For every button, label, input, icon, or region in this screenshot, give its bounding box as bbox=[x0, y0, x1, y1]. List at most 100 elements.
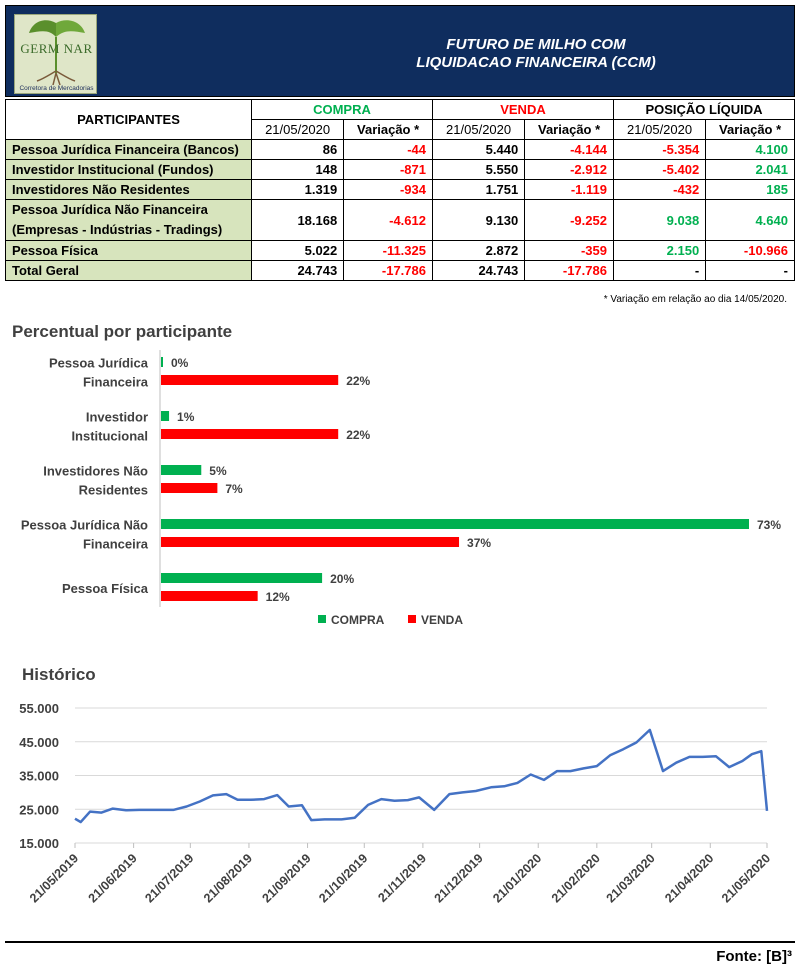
participants-header: PARTICIPANTES bbox=[5, 99, 252, 140]
x-tick-label: 21/08/2019 bbox=[201, 851, 255, 905]
compra-variation: -4.612 bbox=[343, 199, 433, 241]
row-label: Pessoa Jurídica Financeira (Bancos) bbox=[5, 139, 252, 160]
venda-variation: -17.786 bbox=[524, 260, 614, 281]
posicao-variation: - bbox=[705, 260, 795, 281]
x-tick-label: 21/11/2019 bbox=[375, 851, 429, 905]
source-label: Fonte: [B]³ bbox=[716, 948, 792, 965]
title-line-2: LIQUIDACAO FINANCEIRA (CCM) bbox=[416, 54, 656, 71]
table-row: Pessoa Jurídica Financeira (Bancos) 86 -… bbox=[5, 139, 795, 160]
posicao-value: 2.150 bbox=[612, 240, 707, 261]
category-label: Pessoa Física bbox=[62, 581, 149, 596]
compra-value: 24.743 bbox=[250, 260, 345, 281]
posicao-value: - bbox=[612, 260, 707, 281]
table-row: Investidores Não Residentes 1.319 -934 1… bbox=[5, 179, 795, 200]
line-chart-title: Histórico bbox=[22, 665, 96, 684]
bar-venda bbox=[161, 375, 339, 385]
x-tick-label: 21/12/2019 bbox=[432, 851, 486, 905]
bar-data-label: 1% bbox=[177, 410, 195, 424]
compra-value: 1.319 bbox=[250, 179, 345, 200]
legend-swatch-compra bbox=[318, 615, 326, 623]
bar-venda bbox=[161, 429, 339, 439]
compra-value: 86 bbox=[250, 139, 345, 160]
header-banner: GERM NAR Corretora de Mercadorias FUTURO… bbox=[5, 5, 795, 97]
bar-venda bbox=[161, 483, 218, 493]
table-group-header-row: PARTICIPANTES COMPRA VENDA POSIÇÃO LÍQUI… bbox=[5, 99, 796, 140]
bar-compra bbox=[161, 573, 323, 583]
venda-variation: -359 bbox=[524, 240, 614, 261]
y-tick-label: 45.000 bbox=[19, 735, 59, 750]
bottom-divider bbox=[5, 941, 795, 943]
bar-data-label: 0% bbox=[171, 356, 189, 370]
row-label-line-1: Pessoa Jurídica Não Financeira bbox=[12, 202, 208, 217]
category-label: Pessoa Jurídica bbox=[49, 356, 149, 371]
table-total-row: Total Geral 24.743 -17.786 24.743 -17.78… bbox=[5, 260, 795, 281]
title-line-1: FUTURO DE MILHO COM bbox=[446, 36, 626, 53]
compra-variation: -934 bbox=[343, 179, 433, 200]
y-tick-label: 35.000 bbox=[19, 769, 59, 784]
summary-table: PARTICIPANTES COMPRA VENDA POSIÇÃO LÍQUI… bbox=[5, 99, 796, 281]
posicao-variation: 2.041 bbox=[705, 159, 795, 180]
line-chart: 55.000 45.000 35.000 25.000 15.00021/05/2019… bbox=[19, 701, 773, 905]
page-title: FUTURO DE MILHO COM LIQUIDACAO FINANCEIR… bbox=[296, 36, 776, 72]
posicao-value: -5.402 bbox=[612, 159, 707, 180]
compra-date-header: 21/05/2020 bbox=[250, 119, 345, 140]
row-label: Investidor Institucional (Fundos) bbox=[5, 159, 252, 180]
bar-data-label: 5% bbox=[209, 464, 227, 478]
venda-variation-header: Variação * bbox=[524, 119, 614, 140]
row-label: Pessoa Física bbox=[5, 240, 252, 261]
compra-variation: -871 bbox=[343, 159, 433, 180]
compra-variation: -17.786 bbox=[343, 260, 433, 281]
bar-data-label: 73% bbox=[757, 518, 781, 532]
bar-data-label: 22% bbox=[346, 374, 370, 388]
category-label: Financeira bbox=[83, 375, 149, 390]
bar-compra bbox=[161, 357, 163, 367]
venda-variation: -4.144 bbox=[524, 139, 614, 160]
venda-header: VENDA bbox=[431, 99, 614, 120]
compra-header: COMPRA bbox=[251, 99, 433, 120]
x-tick-label: 21/05/2020 bbox=[719, 851, 773, 905]
bar-venda bbox=[161, 591, 258, 601]
y-tick-label: 55.000 bbox=[19, 701, 59, 716]
compra-variation: -44 bbox=[343, 139, 433, 160]
posicao-variation: -10.966 bbox=[705, 240, 795, 261]
posicao-value: -5.354 bbox=[612, 139, 707, 160]
venda-variation: -1.119 bbox=[524, 179, 614, 200]
x-tick-label: 21/04/2020 bbox=[662, 851, 716, 905]
x-tick-label: 21/02/2020 bbox=[549, 851, 603, 905]
venda-value: 9.130 bbox=[431, 199, 526, 241]
price-history-line bbox=[74, 728, 769, 824]
x-tick-label: 21/03/2020 bbox=[604, 851, 658, 905]
compra-value: 18.168 bbox=[250, 199, 345, 241]
venda-value: 5.550 bbox=[431, 159, 526, 180]
venda-variation: -2.912 bbox=[524, 159, 614, 180]
posicao-value: 9.038 bbox=[612, 199, 707, 241]
category-label: Institucional bbox=[71, 429, 148, 444]
x-tick-label: 21/09/2019 bbox=[260, 851, 314, 905]
row-label-line-2: (Empresas - Indústrias - Tradings) bbox=[12, 222, 223, 237]
venda-date-header: 21/05/2020 bbox=[431, 119, 526, 140]
category-label: Residentes bbox=[79, 483, 148, 498]
row-label: Pessoa Jurídica Não Financeira (Empresas… bbox=[5, 199, 252, 241]
company-logo: GERM NAR Corretora de Mercadorias bbox=[14, 14, 97, 94]
venda-value: 1.751 bbox=[431, 179, 526, 200]
bar-chart-title: Percentual por participante bbox=[12, 322, 233, 341]
bar-compra bbox=[161, 519, 749, 529]
compra-value: 148 bbox=[250, 159, 345, 180]
bar-data-label: 37% bbox=[467, 536, 491, 550]
bar-compra bbox=[161, 411, 170, 421]
venda-value: 24.743 bbox=[431, 260, 526, 281]
x-tick-label: 21/10/2019 bbox=[316, 851, 370, 905]
bar-data-label: 7% bbox=[225, 482, 243, 496]
venda-value: 2.872 bbox=[431, 240, 526, 261]
logo-brand-text: GERM NAR bbox=[20, 41, 93, 56]
posicao-value: -432 bbox=[612, 179, 707, 200]
bar-data-label: 12% bbox=[266, 590, 290, 604]
legend-label-venda: VENDA bbox=[421, 613, 463, 627]
posicao-variation: 4.640 bbox=[705, 199, 795, 241]
compra-variation-header: Variação * bbox=[343, 119, 433, 140]
table-row: Pessoa Física 5.022 -11.325 2.872 -359 2… bbox=[5, 240, 795, 261]
posicao-date-header: 21/05/2020 bbox=[612, 119, 707, 140]
category-label: Investidores Não bbox=[43, 464, 148, 479]
venda-variation: -9.252 bbox=[524, 199, 614, 241]
bar-compra bbox=[161, 465, 202, 475]
